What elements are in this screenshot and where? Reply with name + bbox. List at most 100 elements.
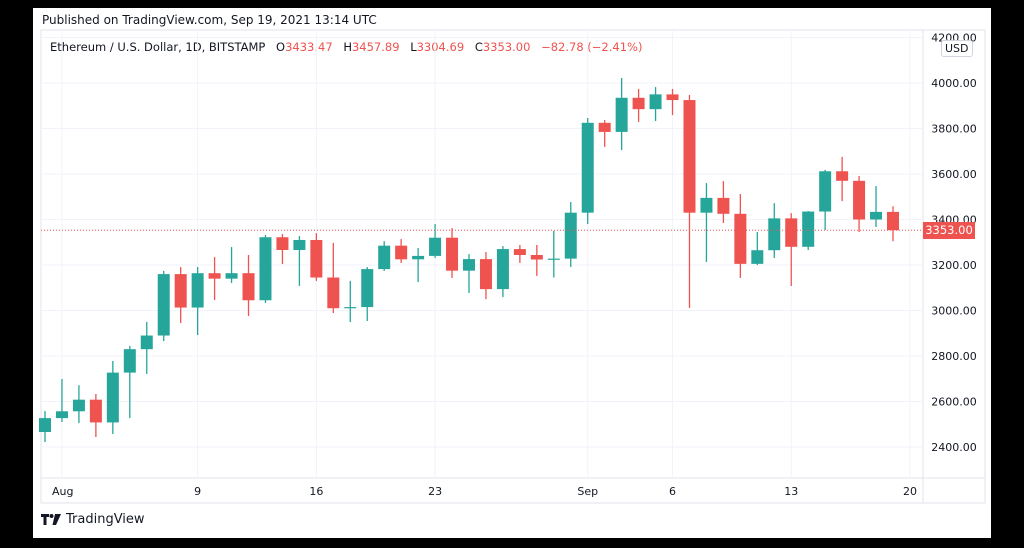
candle-body: [378, 245, 391, 270]
time-axis: Aug 9 16 23 Sep 6 13 20: [52, 485, 917, 498]
candle-body: [530, 254, 543, 260]
candle-body: [887, 211, 899, 231]
tradingview-logo[interactable]: TradingView: [41, 512, 145, 527]
candle: [310, 233, 323, 281]
candle-body: [106, 372, 119, 423]
candle: [174, 267, 187, 324]
candle: [361, 267, 374, 321]
candle-body: [751, 250, 764, 264]
candle: [463, 254, 475, 293]
x-tick-label: Aug: [52, 485, 73, 498]
candle-body: [598, 122, 611, 132]
candle: [700, 183, 713, 263]
candle-body: [191, 273, 204, 308]
candle-body: [395, 245, 408, 260]
candle: [395, 239, 408, 263]
candle-body: [496, 249, 509, 290]
symbol-name: Ethereum / U.S. Dollar, 1D, BITSTAMP: [50, 40, 266, 54]
candle: [666, 88, 679, 116]
candle-body: [802, 211, 815, 247]
candle: [615, 77, 628, 151]
x-tick-label: 6: [669, 485, 676, 498]
candle: [429, 224, 442, 258]
candle-body: [412, 255, 425, 260]
x-tick-label: 20: [903, 485, 917, 498]
candle: [581, 118, 594, 225]
logo-text: TradingView: [66, 512, 145, 527]
candle: [39, 411, 51, 442]
tradingview-logo-icon: [41, 514, 61, 525]
candle-body: [157, 274, 170, 336]
candle-body: [242, 273, 255, 301]
last-price-label: 3353.00: [923, 221, 975, 239]
candle: [836, 156, 849, 202]
open-label: O: [276, 40, 286, 54]
candle: [208, 257, 221, 301]
candle-body: [361, 269, 374, 308]
candle-body: [174, 274, 187, 308]
candle: [293, 236, 306, 286]
candle-body: [666, 94, 679, 101]
y-tick-label: 2800.00: [931, 350, 977, 363]
published-caption: Published on TradingView.com, Sep 19, 20…: [42, 13, 377, 27]
candle-body: [208, 273, 221, 279]
y-tick-label: 3200.00: [931, 259, 977, 272]
symbol-legend: Ethereum / U.S. Dollar, 1D, BITSTAMP O34…: [50, 40, 642, 54]
high-label: H: [343, 40, 352, 54]
change-value: −82.78 (−2.41%): [541, 40, 643, 54]
low-value: 3304.69: [416, 40, 465, 54]
close-value: 3353.00: [482, 40, 531, 54]
candle: [751, 232, 764, 265]
grid: [40, 29, 986, 504]
candle-body: [72, 399, 85, 412]
candle: [191, 267, 204, 336]
candle-body: [734, 213, 747, 264]
y-tick-label: 3000.00: [931, 305, 977, 318]
y-tick-label: 4000.00: [931, 77, 977, 90]
candle-body: [225, 273, 238, 279]
candle: [887, 206, 899, 242]
candle: [802, 211, 815, 250]
x-tick-label: 16: [309, 485, 323, 498]
y-tick-label: 3800.00: [931, 123, 977, 136]
candle-body: [819, 171, 832, 212]
y-tick-label: 3600.00: [931, 168, 977, 181]
x-tick-label: 13: [784, 485, 798, 498]
candle-body: [632, 97, 645, 110]
candle: [513, 244, 526, 263]
candle: [259, 234, 272, 303]
candle: [768, 203, 781, 258]
candle-body: [785, 218, 798, 247]
candle-body: [344, 307, 357, 309]
candle: [123, 345, 136, 419]
chart-border: [40, 29, 986, 504]
candle: [632, 88, 645, 122]
candle: [819, 169, 832, 230]
candle-body: [683, 100, 696, 213]
candle: [734, 194, 747, 278]
candle-body: [293, 239, 306, 250]
candle: [683, 95, 696, 308]
candle-body: [446, 237, 459, 271]
candle-body: [123, 349, 136, 373]
candle-body: [717, 197, 730, 214]
candle-body: [581, 122, 594, 213]
candle: [547, 230, 560, 278]
x-tick-label: 9: [194, 485, 201, 498]
price-axis: 2400.002600.002800.003000.003200.003400.…: [931, 32, 977, 455]
candle: [785, 213, 798, 286]
candle: [446, 228, 459, 278]
close-label: C: [474, 40, 483, 54]
candle: [479, 252, 492, 300]
candle-body: [259, 237, 272, 301]
candle: [870, 186, 883, 228]
candle: [564, 201, 577, 268]
candle: [55, 378, 68, 422]
chart-panel: [33, 8, 991, 538]
candle: [378, 241, 391, 271]
currency-badge[interactable]: USD: [941, 40, 973, 57]
candle: [72, 385, 85, 424]
candle-body: [463, 259, 475, 271]
candle-body: [547, 258, 560, 260]
